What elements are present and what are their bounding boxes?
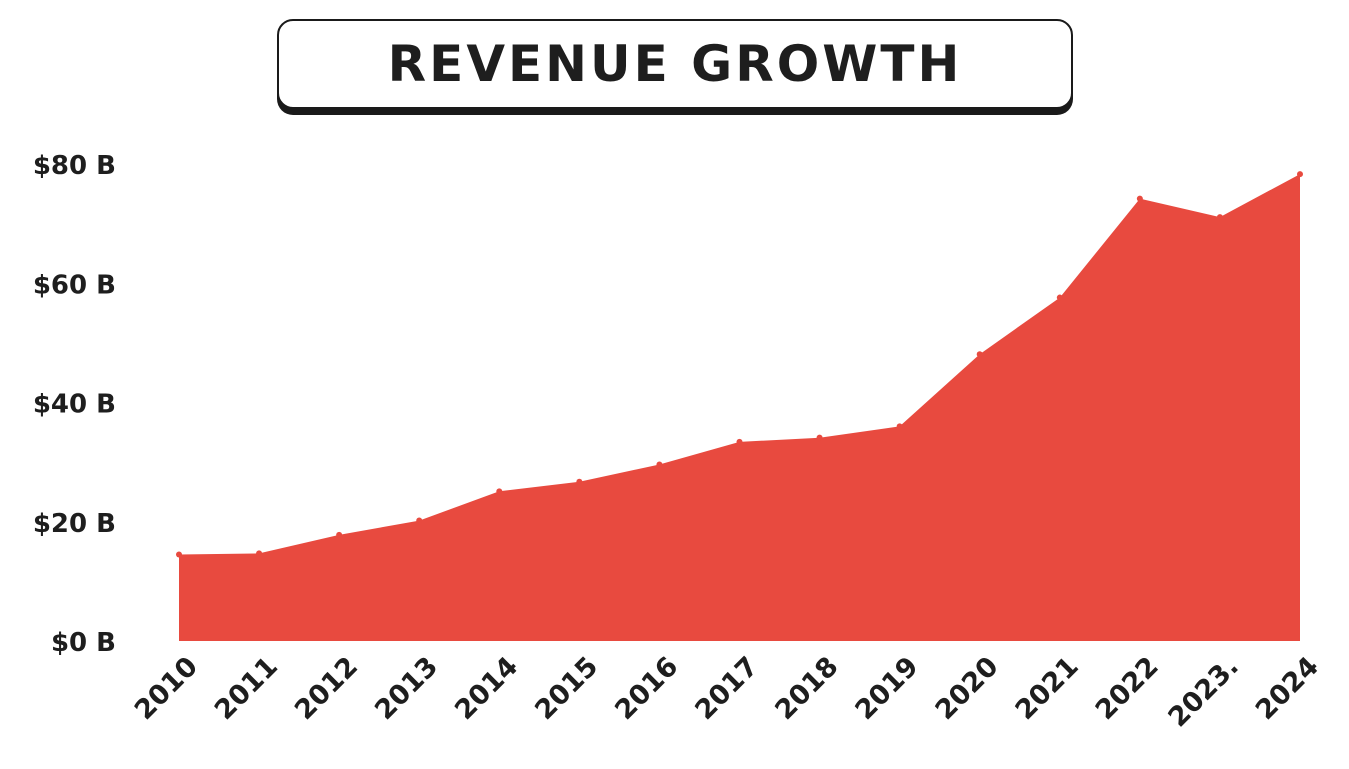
revenue-area	[179, 174, 1300, 641]
x-tick-label: 2010	[129, 651, 204, 726]
x-tick-label: 2014	[449, 651, 524, 726]
y-tick-label: $80 B	[33, 151, 116, 181]
x-tick-label: 2019	[850, 651, 925, 726]
data-point-2015	[576, 478, 583, 485]
data-point-2021	[1056, 294, 1063, 301]
x-tick-label: 2017	[689, 651, 764, 726]
data-point-2019	[896, 423, 903, 430]
data-point-2013	[416, 517, 423, 524]
chart-title-box: REVENUE GROWTH	[277, 19, 1073, 109]
data-point-2020	[976, 351, 983, 358]
y-tick-label: $0 B	[51, 628, 116, 658]
data-point-2017	[736, 438, 743, 445]
x-tick-label: 2020	[930, 651, 1005, 726]
x-tick-label: 2021	[1010, 651, 1085, 726]
data-point-2014	[496, 488, 503, 495]
data-point-2011	[256, 550, 263, 557]
x-tick-label: 2016	[609, 651, 684, 726]
x-tick-label: 2018	[769, 651, 844, 726]
y-tick-label: $20 B	[33, 509, 116, 539]
x-tick-label: 2012	[289, 651, 364, 726]
data-point-2024	[1297, 171, 1303, 178]
x-tick-label: 2024	[1250, 651, 1325, 726]
y-axis: $0 B $20 B $40 B $60 B $80 B	[33, 151, 116, 658]
x-tick-label: 2015	[529, 651, 604, 726]
data-point-2010	[176, 551, 182, 558]
chart-title: REVENUE GROWTH	[387, 35, 963, 93]
y-tick-label: $60 B	[33, 270, 116, 300]
data-point-2016	[656, 461, 663, 468]
data-point-2023.	[1216, 214, 1223, 221]
area-layer	[176, 171, 1303, 641]
data-point-2018	[816, 434, 823, 441]
x-tick-label: 2022	[1090, 651, 1165, 726]
x-tick-label: 2023.	[1163, 651, 1245, 733]
x-tick-label: 2011	[209, 651, 284, 726]
data-point-2012	[336, 531, 343, 538]
x-tick-label: 2013	[369, 651, 444, 726]
data-point-2022	[1136, 195, 1143, 202]
x-axis: 2010 2011 2012 2013 2014 2015 2016 2017 2018 2019…	[129, 651, 1325, 733]
y-tick-label: $40 B	[33, 390, 116, 420]
